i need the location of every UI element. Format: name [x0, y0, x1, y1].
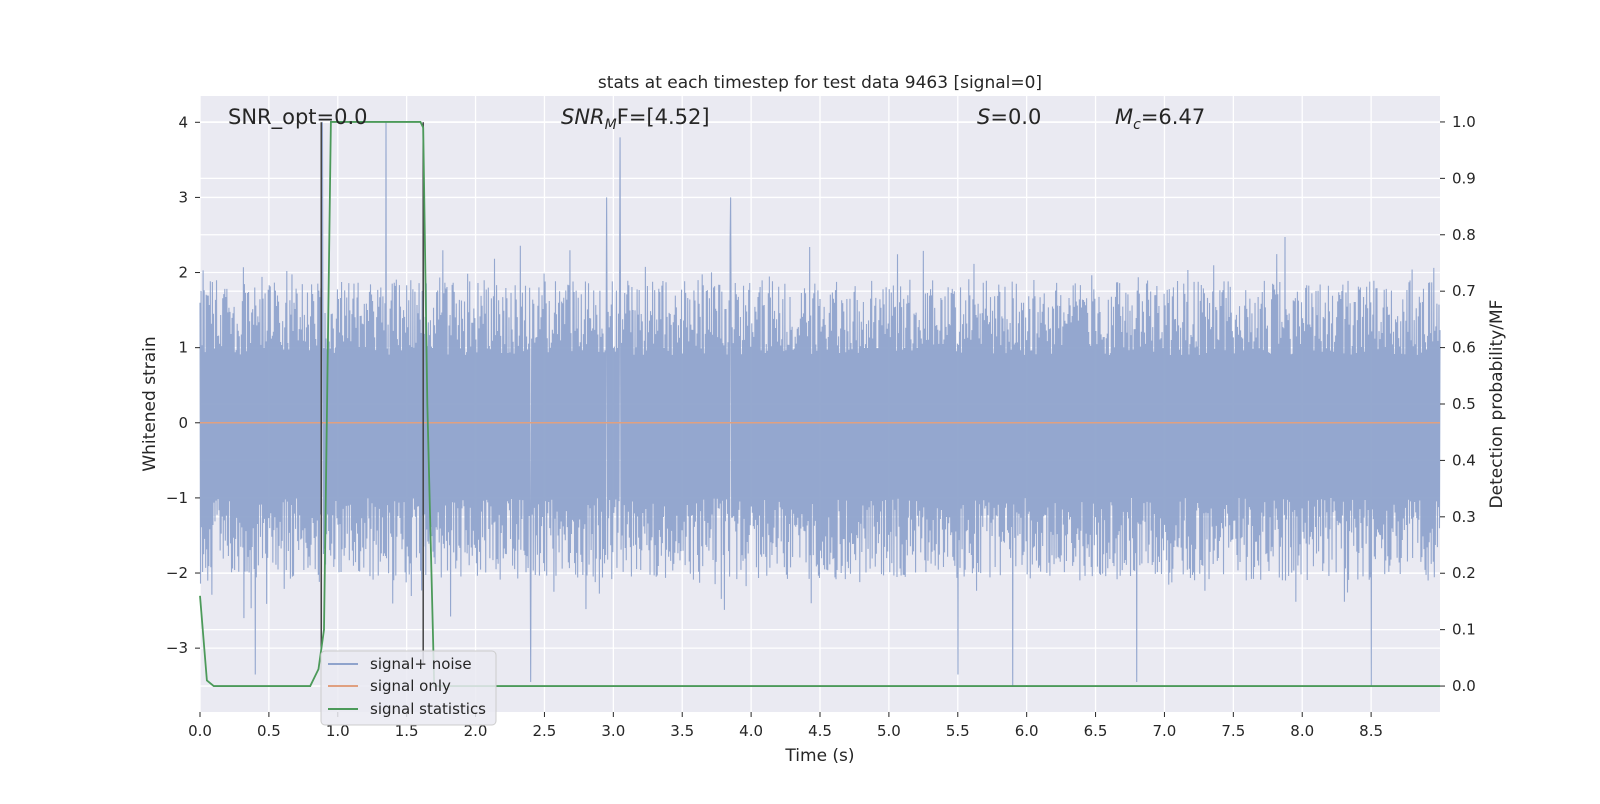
x-tick-label: 0.0: [188, 722, 212, 740]
y2-axis-ticks: 1.0 0.9 0.8 0.7 0.6 0.5 0.4 0.3 0.2 0.1 0.0: [1440, 113, 1476, 695]
x-axis-label: Time (s): [784, 746, 854, 766]
y2-tick-label: 0.4: [1452, 451, 1476, 469]
signal-statistics-line: [199, 121, 1440, 687]
y-axis-label: Whitened strain: [140, 336, 160, 471]
y2-tick-label: 0.6: [1452, 339, 1476, 357]
series-signal-statistics: [199, 121, 1440, 687]
annotation-mc: Mc=6.47: [1115, 105, 1205, 133]
y2-tick-label: 0.8: [1452, 226, 1476, 244]
x-tick-label: 1.0: [326, 722, 350, 740]
y2-tick-label: 1.0: [1452, 113, 1476, 131]
legend-box: [320, 650, 497, 726]
x-tick-label: 3.0: [601, 722, 625, 740]
y2-tick-label: 0.5: [1452, 395, 1476, 413]
x-tick-label: 6.5: [1084, 722, 1108, 740]
legend-label-signal-only: signal only: [370, 677, 451, 695]
legend: signal+ noise signal only signal statist…: [320, 650, 497, 726]
y-axis-ticks: 4 3 2 1 0 −1 −2 −3: [166, 113, 200, 657]
annotation-s: S=0.0: [977, 105, 1041, 129]
x-tick-label: 8.0: [1290, 722, 1314, 740]
x-tick-label: 3.5: [670, 722, 694, 740]
x-tick-label: 7.0: [1153, 722, 1177, 740]
annotation-snr-opt: SNR_opt=0.0: [228, 105, 368, 130]
y-tick-label: 3: [178, 188, 188, 206]
signal-noise-line: [199, 122, 1441, 686]
y2-tick-label: 0.3: [1452, 508, 1476, 526]
legend-label-signal-noise: signal+ noise: [370, 655, 472, 673]
y-tick-label: −2: [166, 564, 188, 582]
y2-tick-label: 0.2: [1452, 564, 1476, 582]
x-tick-label: 7.5: [1221, 722, 1245, 740]
y2-axis-label: Detection probability/MF: [1487, 300, 1507, 509]
y-tick-label: −1: [166, 489, 188, 507]
x-tick-label: 6.0: [1015, 722, 1039, 740]
y2-tick-label: 0.9: [1452, 169, 1476, 187]
x-tick-label: 5.5: [946, 722, 970, 740]
y2-tick-label: 0.1: [1452, 621, 1476, 639]
annotation-snr-mf: SNRMF=[4.52]: [561, 105, 710, 133]
y-tick-label: 4: [178, 113, 188, 131]
x-axis-ticks: 0.0 0.5 1.0 1.5 2.0 2.5 3.0 3.5 4.0 4.5 5.0 5.5 6.0 6…: [188, 712, 1383, 740]
x-tick-label: 8.5: [1359, 722, 1383, 740]
x-tick-label: 0.5: [257, 722, 281, 740]
x-tick-label: 5.0: [877, 722, 901, 740]
series-signal-noise: [199, 122, 1441, 686]
x-tick-label: 4.5: [808, 722, 832, 740]
y2-tick-label: 0.0: [1452, 677, 1476, 695]
x-tick-label: 4.0: [739, 722, 763, 740]
y2-tick-label: 0.7: [1452, 282, 1476, 300]
y-tick-label: 0: [178, 414, 188, 432]
chart-title: stats at each timestep for test data 946…: [598, 73, 1042, 93]
x-tick-label: 2.0: [464, 722, 488, 740]
y-tick-label: 1: [178, 339, 188, 357]
x-tick-label: 2.5: [533, 722, 557, 740]
y-tick-label: −3: [166, 639, 188, 657]
legend-label-signal-statistics: signal statistics: [370, 700, 486, 718]
detection-markers: [320, 122, 424, 664]
y-tick-label: 2: [178, 264, 188, 282]
x-tick-label: 1.5: [395, 722, 419, 740]
